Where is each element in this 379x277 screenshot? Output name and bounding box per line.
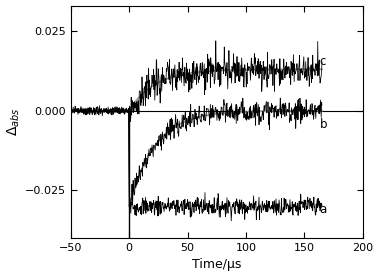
X-axis label: Time/μs: Time/μs [192,258,241,271]
Text: b: b [319,119,327,132]
Text: c: c [319,55,326,68]
Text: a: a [319,203,327,216]
Y-axis label: $\Delta_{abs}$: $\Delta_{abs}$ [6,107,22,136]
